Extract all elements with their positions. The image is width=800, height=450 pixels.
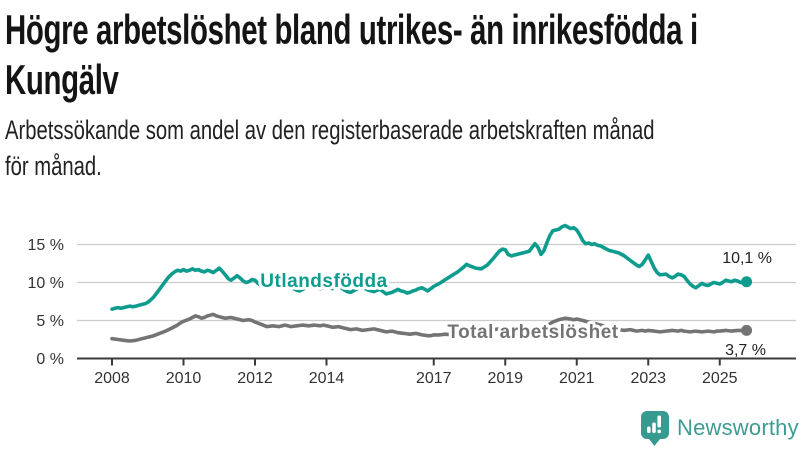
x-axis-label-2021: 2021 — [559, 370, 595, 387]
x-axis-label-2010: 2010 — [166, 370, 202, 387]
x-axis-label-2017: 2017 — [416, 370, 452, 387]
chart-subtitle-line-2: för månad. — [5, 150, 102, 181]
x-axis-label-2025: 2025 — [702, 370, 738, 387]
chart-subtitle-line-1: Arbetssökande som andel av den registerb… — [5, 115, 655, 145]
x-axis-label-2014: 2014 — [309, 370, 345, 387]
logo-bar-short — [647, 426, 651, 433]
y-axis-label-5: 5 % — [36, 313, 64, 330]
newsworthy-logo-text: Newsworthy — [677, 415, 799, 440]
page-title-line-1: Högre arbetslöshet bland utrikes- än inr… — [5, 6, 698, 53]
chart-subtitle: Arbetssökande som andel av den registerb… — [5, 113, 655, 184]
newsworthy-logo-icon — [641, 410, 669, 446]
logo-exclamation-dot — [657, 429, 661, 433]
x-axis-label-2019: 2019 — [487, 370, 523, 387]
x-axis-label-2023: 2023 — [630, 370, 666, 387]
x-axis-label-2008: 2008 — [94, 370, 130, 387]
series-line-utlandsf-dda — [110, 223, 749, 311]
end-value-label-total-arbetsl-shet: 3,7 % — [725, 342, 766, 359]
logo-bar-tall — [652, 422, 656, 433]
x-axis-label-2012: 2012 — [237, 370, 273, 387]
logo-exclamation-bar — [657, 415, 661, 427]
y-axis-label-10: 10 % — [28, 275, 64, 292]
end-value-label-utlandsf-dda: 10,1 % — [722, 250, 772, 267]
series-label-total-arbetsl-shet: Total arbetslöshet — [447, 322, 618, 343]
y-axis-label-0: 0 % — [36, 351, 64, 368]
y-axis-label-15: 15 % — [28, 237, 64, 254]
page-title: Högre arbetslöshet bland utrikes- än inr… — [5, 5, 698, 104]
end-dot-total-arbetsl-shet — [741, 324, 753, 336]
series-line-total-arbetsl-shet — [110, 312, 749, 343]
newsworthy-logo[interactable]: Newsworthy — [641, 408, 799, 448]
series-label-utlandsf-dda: Utlandsfödda — [260, 271, 387, 292]
page-title-line-2: Kungälv — [5, 55, 119, 103]
end-dot-utlandsf-dda — [741, 276, 753, 288]
